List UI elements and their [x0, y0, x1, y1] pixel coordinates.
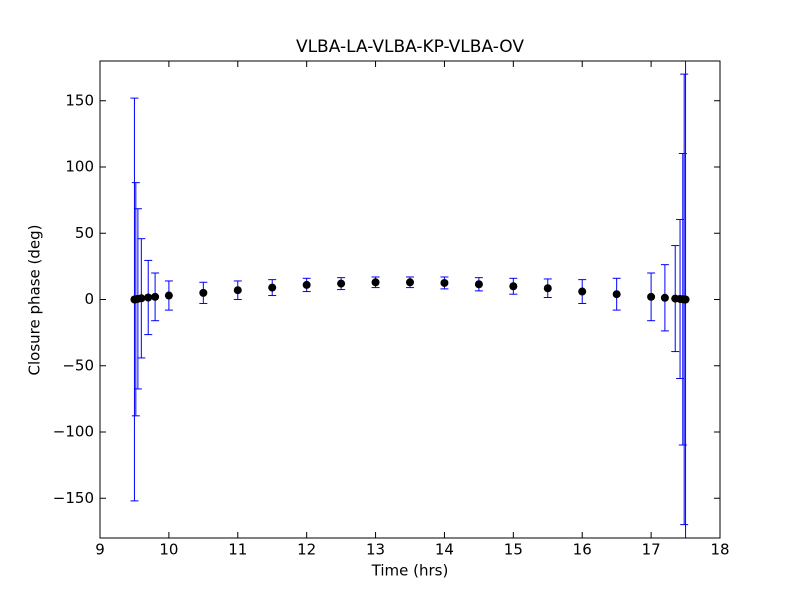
y-tick-label: −50	[62, 356, 94, 374]
y-tick-label: 150	[65, 91, 94, 109]
data-point	[233, 286, 242, 295]
y-tick-label: 100	[65, 158, 94, 176]
chart-title: VLBA-LA-VLBA-KP-VLBA-OV	[296, 37, 524, 57]
x-tick-label: 18	[710, 541, 729, 559]
data-point	[647, 292, 656, 301]
data-point	[474, 280, 483, 289]
x-tick-label: 17	[642, 541, 661, 559]
data-point	[164, 291, 173, 300]
y-axis-label: Closure phase (deg)	[26, 225, 44, 376]
x-tick-label: 12	[297, 541, 316, 559]
data-point	[337, 279, 346, 288]
data-point	[612, 290, 621, 299]
data-point	[371, 278, 380, 287]
x-axis-label: Time (hrs)	[371, 562, 449, 580]
x-tick-label: 15	[504, 541, 523, 559]
x-tick-label: 9	[95, 541, 105, 559]
data-point	[578, 287, 587, 296]
data-point	[137, 294, 146, 303]
data-point	[681, 295, 690, 304]
data-point	[440, 278, 449, 287]
data-point	[151, 292, 160, 301]
x-tick-label: 14	[435, 541, 454, 559]
x-tick-label: 11	[228, 541, 247, 559]
data-point	[406, 278, 414, 287]
data-point	[199, 288, 208, 297]
plot-area	[130, 61, 690, 538]
data-point	[660, 293, 669, 302]
y-tick-label: 50	[75, 224, 94, 242]
data-point	[302, 280, 311, 289]
data-point	[144, 293, 153, 302]
y-tick-label: −100	[53, 423, 94, 441]
data-point	[509, 282, 518, 291]
x-tick-label: 13	[366, 541, 385, 559]
data-point	[543, 284, 552, 293]
y-tick-label: 0	[84, 290, 94, 308]
x-tick-label: 16	[573, 541, 592, 559]
y-tick-label: −150	[53, 489, 94, 507]
x-tick-label: 10	[159, 541, 178, 559]
data-point	[268, 283, 277, 292]
